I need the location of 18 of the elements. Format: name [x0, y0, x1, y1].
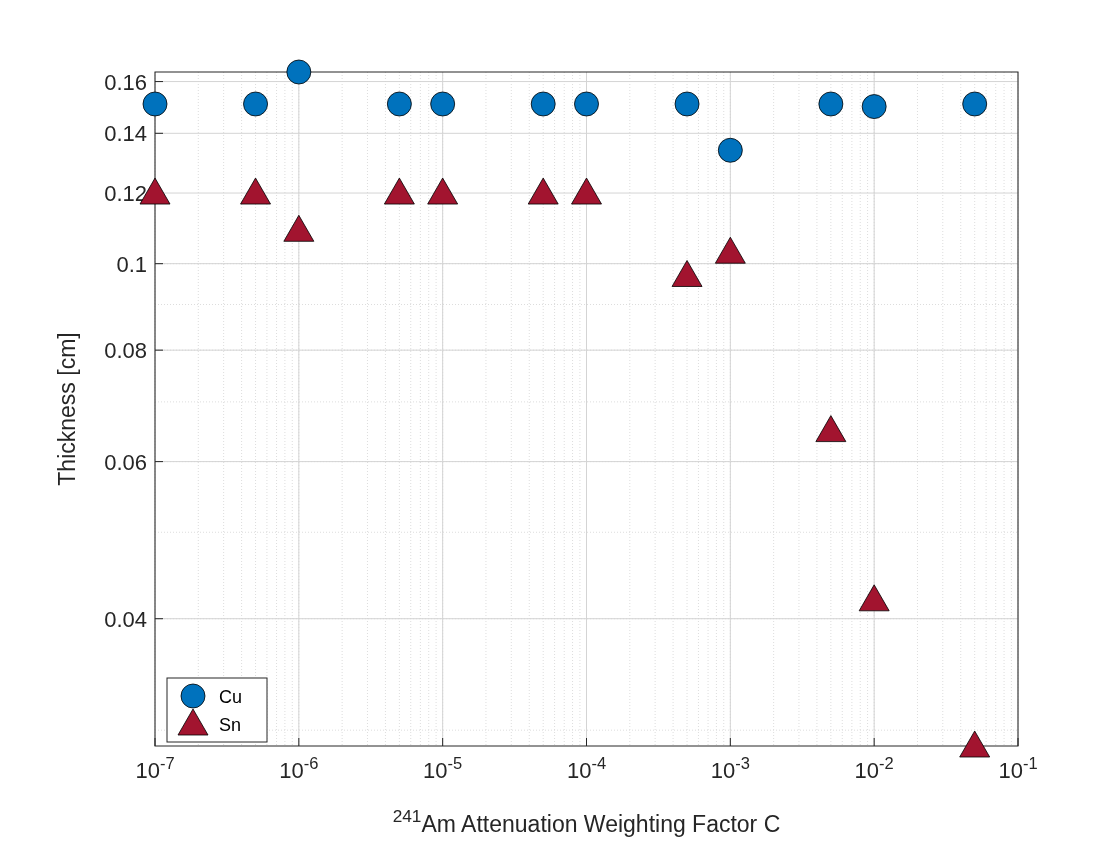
x-tick-label: 10$^{-2}$	[854, 754, 894, 783]
x-tick-label: 10$^{-5}$	[423, 754, 463, 783]
x-tick-label: 10$^{-7}$	[135, 754, 175, 783]
x-tick-label: 10$^{-4}$	[566, 754, 607, 783]
y-axis-title: Thickness [cm]	[54, 332, 80, 486]
y-tick-label: 0.14	[104, 121, 147, 147]
x-tick-label: 10$^{-1}$	[998, 754, 1038, 783]
y-tick-label: 0.1	[116, 251, 147, 277]
y-tick-label: 0.04	[104, 606, 147, 632]
legend-label: Cu	[219, 687, 243, 707]
x-tick-label: 10$^{-6}$	[279, 754, 319, 783]
y-tick-label: 0.08	[104, 338, 147, 364]
y-tick-label: 0.16	[104, 69, 147, 95]
y-tick-label: 0.12	[104, 181, 147, 207]
y-tick-label: 0.06	[104, 449, 147, 475]
x-tick-label: 10$^{-3}$	[710, 754, 750, 783]
x-axis-title: $^{241}$Am Attenuation Weighting Factor C	[392, 806, 781, 837]
legend-label: Sn	[219, 715, 242, 735]
